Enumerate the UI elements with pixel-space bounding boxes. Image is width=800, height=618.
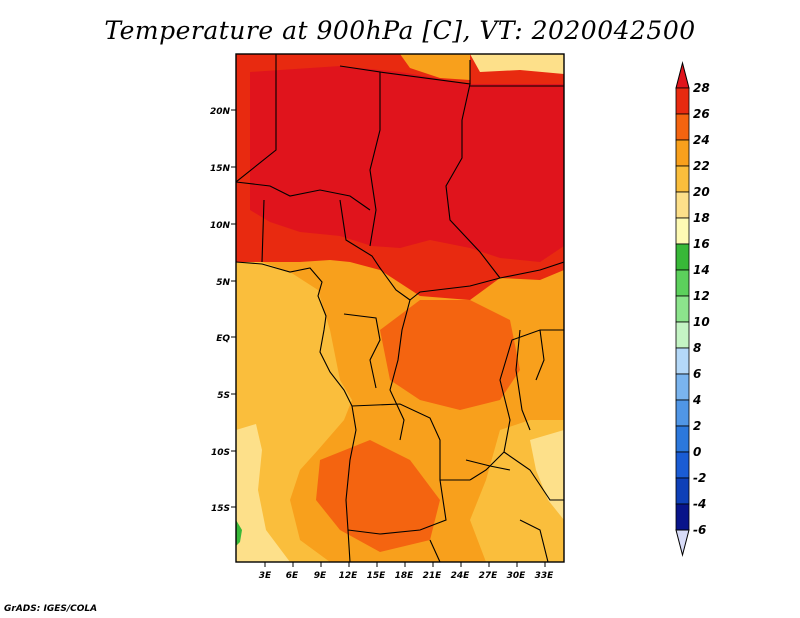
lat-label: 5S (217, 391, 230, 401)
field-18-20-east (530, 430, 564, 520)
field-above-28-sahel (250, 66, 564, 262)
colorbar-box (675, 243, 690, 271)
colorbar-label: 28 (693, 81, 710, 95)
lon-label: 24E (451, 571, 471, 581)
colorbar-label: 26 (693, 107, 710, 121)
colorbar-box (675, 113, 690, 141)
axis-ticks (231, 109, 546, 567)
lon-label: 30E (507, 571, 527, 581)
colorbar-box (675, 451, 690, 479)
lat-label: EQ (216, 334, 230, 344)
lon-label: 15E (367, 571, 387, 581)
latitude-labels: 20N 15N 10N 5N EQ 5S 10S 15S (210, 107, 231, 514)
temperature-field (236, 54, 564, 562)
lat-label: 20N (210, 107, 231, 117)
colorbar-box (675, 139, 690, 167)
lat-label: 10N (210, 221, 231, 231)
lon-label: 33E (535, 571, 555, 581)
country-borders (236, 54, 564, 562)
colorbar-label: 2 (693, 419, 701, 433)
colorbar-box (675, 425, 690, 453)
colorbar-label: -2 (693, 471, 706, 485)
field-24-26-congo (380, 300, 520, 410)
lon-label: 9E (314, 571, 327, 581)
field-18-20-north (470, 54, 564, 74)
colorbar-label: 0 (693, 445, 701, 459)
colorbar-label: -4 (693, 497, 706, 511)
map-frame (235, 53, 565, 563)
colorbar-label: 10 (693, 315, 710, 329)
colorbar-label: 18 (693, 211, 710, 225)
field-14-16-southwest (236, 520, 242, 546)
colorbar-label: 24 (693, 133, 710, 147)
colorbar-label: 4 (692, 393, 701, 407)
colorbar-box (675, 347, 690, 375)
lon-label: 27E (479, 571, 499, 581)
colorbar-box (675, 217, 690, 245)
colorbar-box (675, 191, 690, 219)
lat-label: 15N (210, 164, 231, 174)
field-24-26-angola (316, 440, 440, 552)
lat-label: 15S (211, 504, 230, 514)
colorbar-box (675, 477, 690, 505)
lon-label: 6E (286, 571, 299, 581)
colorbar-label: 12 (693, 289, 710, 303)
colorbar-box (675, 503, 690, 531)
map-title: Temperature at 900hPa [C], VT: 202004250… (104, 16, 696, 45)
colorbar-label: 16 (693, 237, 710, 251)
colorbar-label: 14 (693, 263, 710, 277)
colorbar-box (675, 321, 690, 349)
field-22-24-north (400, 54, 470, 80)
lon-label: 3E (259, 571, 272, 581)
colorbar-box (675, 87, 690, 115)
colorbar-labels: 28 26 24 22 20 18 16 14 12 10 8 6 4 2 0 … (692, 81, 710, 537)
field-18-20-southwest (236, 424, 290, 562)
colorbar (675, 61, 690, 557)
colorbar-label: -6 (693, 523, 706, 537)
colorbar-bottom-arrow (675, 529, 690, 557)
lat-label: 5N (216, 278, 230, 288)
grads-credit: GrADS: IGES/COLA (4, 604, 98, 614)
lon-label: 21E (423, 571, 443, 581)
colorbar-label: 20 (693, 185, 710, 199)
lon-label: 12E (339, 571, 359, 581)
colorbar-box (675, 295, 690, 323)
lat-label: 10S (211, 448, 230, 458)
colorbar-top-arrow (675, 61, 690, 89)
colorbar-label: 6 (693, 367, 701, 381)
longitude-labels: 3E 6E 9E 12E 15E 18E 21E 24E 27E 30E 33E (259, 571, 554, 581)
colorbar-box (675, 165, 690, 193)
colorbar-box (675, 269, 690, 297)
colorbar-label: 8 (693, 341, 701, 355)
colorbar-box (675, 399, 690, 427)
lon-label: 18E (395, 571, 415, 581)
colorbar-label: 22 (693, 159, 710, 173)
colorbar-box (675, 373, 690, 401)
